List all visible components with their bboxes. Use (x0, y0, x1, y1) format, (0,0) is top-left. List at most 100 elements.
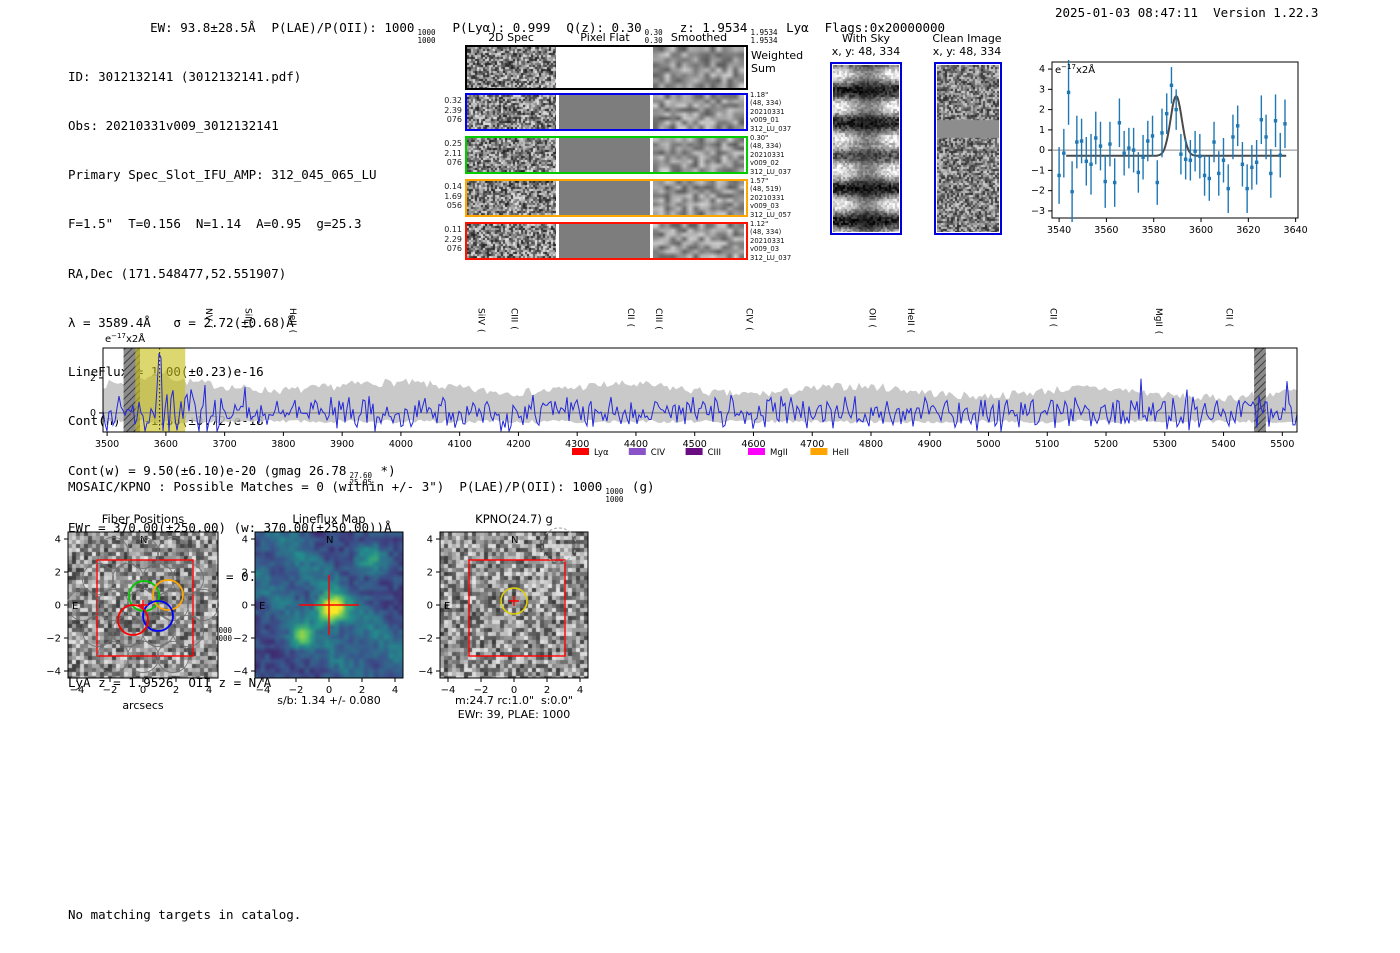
fiber-circle (81, 562, 115, 596)
gmag-fraction: 27.60 25.95 (349, 470, 373, 488)
2dspec-row-spec-image (467, 224, 556, 258)
svg-text:2: 2 (242, 568, 248, 579)
emission-line-label: OII( (866, 308, 876, 328)
svg-text:4200: 4200 (506, 439, 530, 450)
emission-line-label: MgII( (1153, 308, 1163, 334)
kpno-caption-1: m:24.7 rc:1.0" s:0.0" (455, 694, 573, 707)
header-ew: EW: 93.8±28.5Å (150, 20, 256, 35)
main-plot-unit-label: e−17x2Å (105, 332, 145, 345)
emission-line-label: HeII( (905, 308, 915, 333)
2dspec-row-flat-image (559, 181, 650, 215)
2dspec-row-right-label: 1.57" (48, 519) 20210331 v009_03 312_LU_057 (750, 177, 792, 219)
clean-image-title: Clean Image x, y: 48, 334 (932, 32, 1002, 58)
2dspec-row-smoothed-image (653, 138, 744, 172)
svg-text:3: 3 (1039, 84, 1045, 95)
aperture-circle-yellow (500, 587, 528, 615)
emission-line-label: NV( (203, 308, 213, 328)
svg-text:3540: 3540 (1047, 225, 1071, 236)
2dspec-row-right-label: 0.30" (48, 334) 20210331 v009_02 312_LU_037 (750, 134, 792, 176)
svg-text:2: 2 (173, 685, 179, 696)
fiber-circle (186, 588, 220, 622)
emission-line-label: CII( (1047, 308, 1057, 327)
fiber-circle (171, 562, 205, 596)
fiber-circle (111, 562, 145, 596)
2dspec-row-spec-image (467, 95, 556, 129)
full-spectrum-plot: 3500 3600 3700 3800 3900 4000 4100 4200 4300 4400… (90, 308, 1298, 458)
emission-line-label: CII( (625, 308, 635, 327)
emission-line-label: SiII( (242, 308, 252, 329)
timestamp: 2025-01-03 08:47:11 (1055, 5, 1198, 20)
svg-text:−2: −2 (418, 634, 433, 645)
2dspec-row-spec-image (467, 138, 556, 172)
svg-text:4000: 4000 (389, 439, 413, 450)
zoom-spectrum-plot: 3540 3560 3580 3600 3620 3640 −3 −2 −1 0 1 2 3 4 e−17x… (1031, 59, 1308, 236)
info-id: ID: 3012132141 (3012132141.pdf) (68, 68, 302, 84)
svg-text:−2: −2 (474, 685, 489, 696)
neighbor-source-circle (541, 527, 577, 563)
2dspec-row-spec-image (467, 181, 556, 215)
svg-text:3900: 3900 (330, 439, 354, 450)
svg-text:5100: 5100 (1035, 439, 1059, 450)
svg-text:3600: 3600 (1189, 225, 1213, 236)
kpno-caption-2: EWr: 39, PLAE: 1000 (457, 708, 571, 721)
cutout-overlay-fiber: 4 2 0 −2 −4 −4 −2 0 2 4 N E (46, 531, 220, 696)
noise-envelope (103, 367, 1297, 424)
svg-text:0: 0 (90, 408, 96, 419)
cutout-title-lineflux-map: Lineflux Map (292, 512, 366, 526)
2dspec-header-flat: Pixel Flat (580, 31, 630, 44)
svg-text:0: 0 (1039, 145, 1045, 156)
svg-text:4300: 4300 (565, 439, 589, 450)
svg-text:5300: 5300 (1153, 439, 1177, 450)
2dspec-row-flat-image (559, 95, 650, 129)
target-cross (509, 596, 519, 606)
svg-text:−4: −4 (418, 667, 433, 678)
footer-line-1: No matching targets in catalog. (68, 907, 302, 922)
fiber-circle (141, 562, 175, 596)
2dspec-row-smoothed-image (653, 224, 744, 258)
footer-notes: No matching targets in catalog. Row inte… (68, 876, 301, 953)
svg-text:CIV: CIV (651, 448, 665, 458)
svg-text:−2: −2 (103, 685, 118, 696)
compass-north-label: N (140, 535, 147, 546)
svg-text:5000: 5000 (976, 439, 1000, 450)
svg-text:2: 2 (359, 685, 365, 696)
lineflux-caption: s/b: 1.34 +/- 0.080 (277, 694, 381, 707)
2dspec-row-left-label: 0.25 2.11 076 (444, 139, 462, 168)
fiber-circle (156, 640, 190, 674)
fiber-circle (96, 536, 130, 570)
fiber-circle (156, 536, 190, 570)
svg-text:−4: −4 (46, 667, 61, 678)
svg-text:2: 2 (55, 568, 61, 579)
2dspec-row-smoothed-image (653, 181, 744, 215)
fiber-circle (96, 640, 130, 674)
fiber-circle (81, 614, 115, 648)
svg-text:0: 0 (55, 601, 61, 612)
svg-text:4: 4 (577, 685, 583, 696)
emission-line-label: CIII( (508, 308, 518, 330)
z-fraction: 1.9534 1.9534 (750, 28, 778, 45)
svg-text:HeII: HeII (832, 448, 849, 458)
compass-east-label: E (444, 601, 450, 612)
clean-image-frame (934, 62, 1002, 235)
emission-line-label: HeII( (287, 308, 297, 333)
info-cont-w: Cont(w) = 9.50(±6.10)e-20 (gmag 26.78 27.… (68, 462, 396, 488)
svg-text:4: 4 (1039, 64, 1045, 75)
svg-text:2: 2 (544, 685, 550, 696)
emission-line-label: CIII( (653, 308, 663, 330)
svg-text:4: 4 (242, 535, 248, 546)
header-plae: P(LAE)/P(OII): 1000 1000 1000 (271, 20, 436, 45)
svg-text:Lyα: Lyα (594, 448, 609, 458)
2dspec-row-smoothed-image (653, 95, 744, 129)
svg-text:3700: 3700 (213, 439, 237, 450)
mosaic-plae-fraction: 1000 1000 (605, 487, 624, 504)
extent-box (468, 559, 566, 657)
svg-text:3580: 3580 (1142, 225, 1166, 236)
qz-fraction: 0.30 0.30 (644, 28, 663, 45)
svg-text:0: 0 (326, 685, 332, 696)
info-lambda-sigma: λ = 3589.4Å σ = 2.72(±0.68)Å (68, 314, 294, 330)
svg-text:5500: 5500 (1270, 439, 1294, 450)
svg-text:4: 4 (427, 535, 433, 546)
report-header: EW: 93.8±28.5Å P(LAE)/P(OII): 1000 1000 100… (120, 5, 961, 59)
2dspec-row-flat-image (559, 138, 650, 172)
fiber-circle (66, 588, 100, 622)
